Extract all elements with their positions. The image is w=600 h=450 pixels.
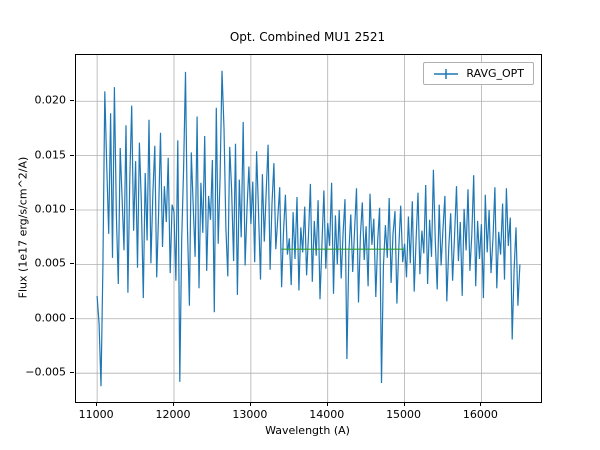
RAVG_OPT-line [96,70,521,387]
x-tick-label: 11000 [78,408,114,421]
chart-title: Opt. Combined MU1 2521 [229,30,386,44]
y-tick [70,154,74,156]
y-tick-label: 0.020 [34,93,67,107]
y-tick [70,263,74,265]
y-tick-label: 0.005 [34,256,67,270]
plot-canvas [76,55,541,402]
x-tick [480,402,482,406]
y-tick [70,372,74,374]
x-tick [96,402,98,406]
x-tick [172,402,174,406]
x-tick-label: 14000 [309,408,345,421]
y-tick-label: −0.005 [25,365,66,379]
x-tick-label: 12000 [155,408,191,421]
y-tick [70,100,74,102]
errorbar-marker-icon [434,68,459,79]
x-tick [403,402,405,406]
x-axis-label: Wavelength (A) [265,424,350,437]
x-tick [326,402,328,406]
y-axis-label: Flux (1e17 erg/s/cm^2/A) [16,156,30,299]
y-tick-label: 0.015 [34,148,67,162]
x-tick-label: 13000 [232,408,268,421]
plot-area: RAVG_OPT [75,54,542,403]
y-tick-label: 0.000 [34,311,67,325]
y-tick [70,209,74,210]
x-tick-label: 15000 [386,408,422,421]
x-tick [249,402,251,406]
y-tick [70,317,74,319]
x-tick-label: 16000 [462,408,498,421]
legend-entry-label: RAVG_OPT [466,67,524,80]
legend: RAVG_OPT [423,62,534,85]
y-tick-label: 0.010 [34,202,67,216]
